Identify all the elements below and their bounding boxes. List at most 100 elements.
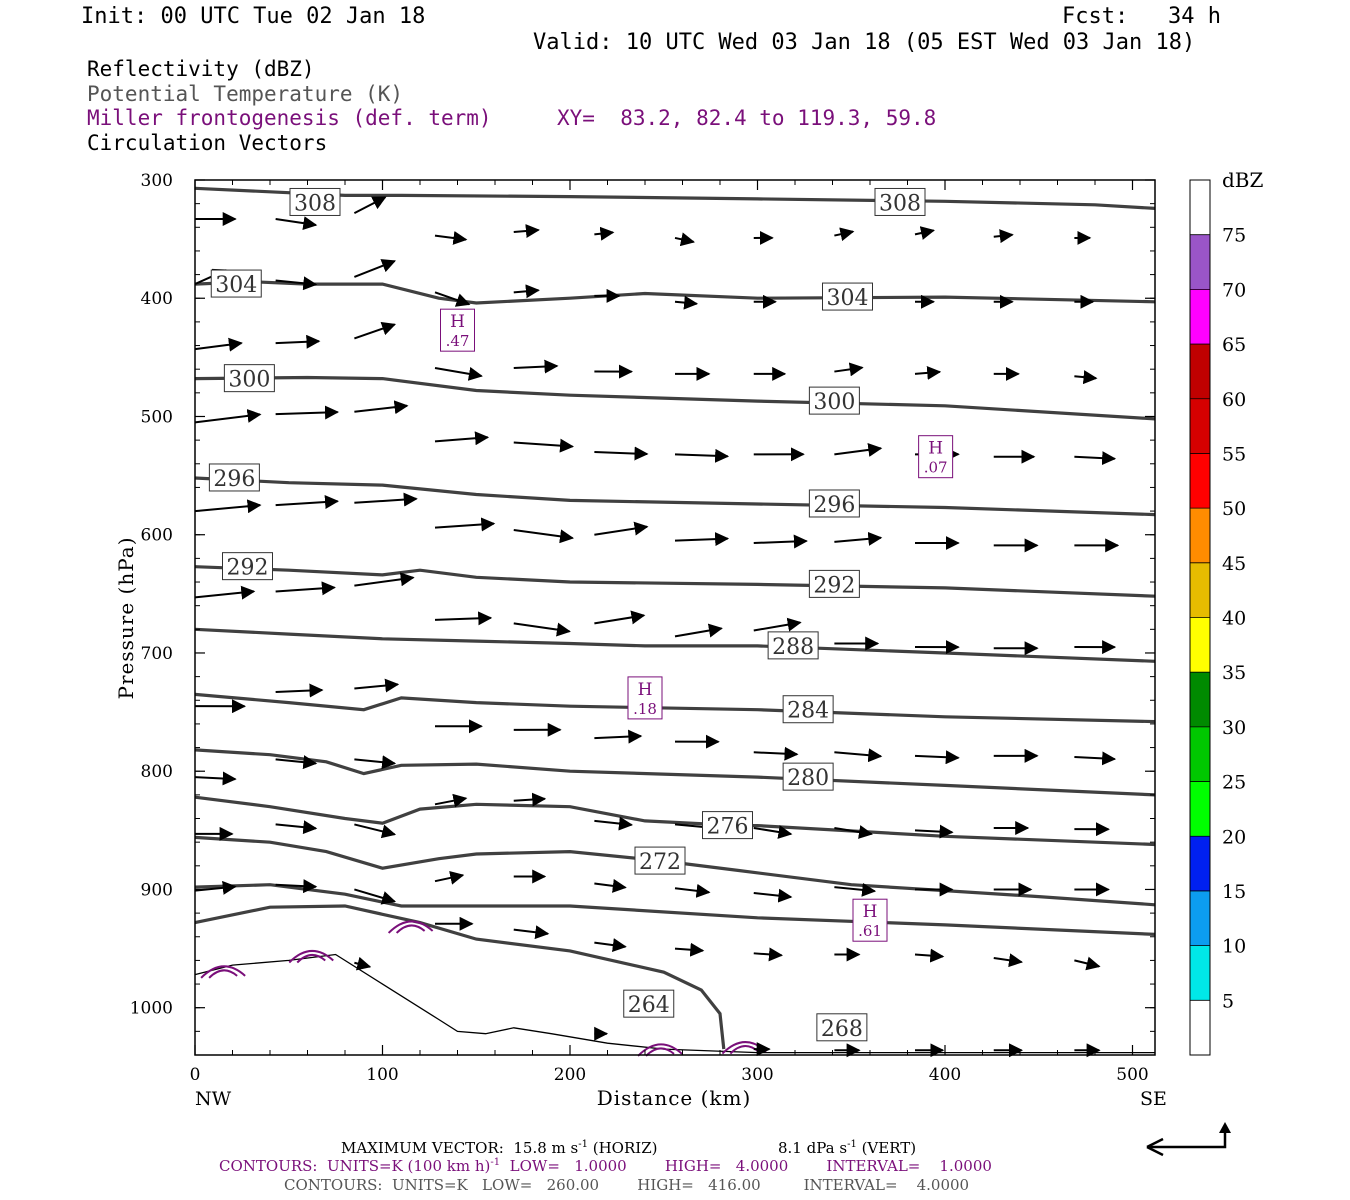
colorbar-segment <box>1190 289 1210 345</box>
circulation-vector <box>1074 370 1098 385</box>
frontogenesis-contour <box>296 953 326 964</box>
circulation-vector <box>513 359 559 374</box>
cross-section-endpoints: XY= 83.2, 82.4 to 119.3, 59.8 <box>557 106 937 130</box>
y-tick-label: 500 <box>141 407 173 427</box>
frontogenesis-max-value: .07 <box>924 459 948 477</box>
x-axis-title: Distance (km) <box>597 1086 752 1110</box>
theta-label-280: 280 <box>787 766 829 791</box>
y-tick-label: 300 <box>141 171 173 191</box>
circulation-vector <box>993 953 1023 968</box>
circulation-vector <box>434 431 490 446</box>
frontogenesis-max-label: H <box>450 312 465 332</box>
theta-label-box <box>208 463 260 492</box>
colorbar-segment <box>1190 398 1210 454</box>
colorbar-segment <box>1190 1000 1210 1055</box>
y-tick-label: 700 <box>141 644 173 664</box>
colorbar-label: 45 <box>1222 553 1246 575</box>
circulation-vector <box>354 572 415 587</box>
circulation-vector <box>275 755 318 770</box>
forecast-hour: Fcst: 34 h <box>1062 4 1221 29</box>
colorbar-segment <box>1190 672 1210 727</box>
circulation-vector <box>914 365 942 380</box>
circulation-vector <box>914 824 954 839</box>
circulation-vector <box>674 942 705 957</box>
theta-label-box <box>634 846 686 875</box>
frontogenesis-max-label: H <box>928 439 943 459</box>
theta-label-308: 308 <box>879 191 921 216</box>
y-tick-label: 400 <box>141 289 173 309</box>
circulation-vector <box>354 492 418 507</box>
max-vector-text: MAXIMUM VECTOR: 15.8 m s-1 (HORIZ) <box>341 1139 657 1157</box>
circulation-vector <box>753 534 808 549</box>
circulation-vector <box>513 529 574 544</box>
theta-contour-300 <box>194 375 1156 421</box>
frontogenesis-contour <box>208 969 238 979</box>
colorbar-label: 25 <box>1222 772 1246 794</box>
theta-label-264: 264 <box>628 993 670 1018</box>
colorbar-segment <box>1190 562 1210 618</box>
frontogenesis-contour <box>645 1047 675 1057</box>
colorbar-label: 50 <box>1222 498 1246 520</box>
circulation-vector <box>434 870 465 885</box>
init-time: Init: 00 UTC Tue 02 Jan 18 <box>81 4 426 29</box>
contours-frontogenesis: CONTOURS: UNITS=K (100 km h)-1 LOW= 1.00… <box>219 1157 992 1175</box>
circulation-vector <box>674 623 723 638</box>
circulation-vector <box>753 825 793 839</box>
x-tick-label: 200 <box>554 1065 586 1085</box>
circulation-vector <box>354 678 400 693</box>
circulation-vector <box>354 956 372 971</box>
circulation-vector <box>834 227 855 242</box>
circulation-vector <box>434 231 468 245</box>
circulation-vector <box>513 925 550 940</box>
theta-label-box <box>808 489 860 518</box>
theta-contour-280 <box>194 748 1156 797</box>
colorbar-segment <box>1190 508 1210 563</box>
theta-label-300: 300 <box>813 390 855 415</box>
circulation-vector <box>674 532 730 547</box>
circulation-vector <box>914 750 960 765</box>
y-tick-label: 600 <box>141 526 173 546</box>
colorbar-label: 15 <box>1222 881 1246 903</box>
frontogenesis-contour <box>395 924 426 934</box>
circulation-vector <box>674 295 699 310</box>
theta-label-box <box>702 811 753 840</box>
x-right-end-label: SE <box>1140 1088 1167 1110</box>
circulation-vector <box>275 276 318 291</box>
circulation-vector <box>594 729 643 744</box>
frontogenesis-max-value: .61 <box>858 922 882 940</box>
colorbar-segment <box>1190 945 1210 1001</box>
circulation-vector <box>594 521 649 536</box>
colorbar-label: 30 <box>1222 717 1246 739</box>
circulation-vector <box>914 948 945 963</box>
colorbar-label: 20 <box>1222 826 1246 848</box>
field-potential-temperature: Potential Temperature (K) <box>87 82 404 106</box>
max-vector-horiz-prefix: MAXIMUM VECTOR: 15.8 m s <box>341 1139 579 1157</box>
circulation-vector <box>594 610 646 625</box>
circulation-vector <box>753 888 793 903</box>
circulation-vector <box>434 793 468 808</box>
circulation-vector <box>834 531 883 546</box>
colorbar-segment <box>1190 234 1210 290</box>
x-tick-label: 500 <box>1116 1065 1148 1085</box>
frontogenesis-max-box <box>918 435 954 479</box>
theta-contour-288 <box>194 627 1156 663</box>
circulation-vector <box>834 825 873 839</box>
y-tick-label: 800 <box>141 762 173 782</box>
terrain-line <box>194 953 1155 1054</box>
theta-label-box <box>223 364 275 393</box>
theta-label-276: 276 <box>707 815 749 840</box>
circulation-vector <box>354 755 397 770</box>
contours1-prefix: CONTOURS: UNITS=K (100 km h) <box>219 1157 491 1175</box>
theta-label-box <box>808 386 860 415</box>
plot-frame <box>194 179 1156 1056</box>
valid-time: Valid: 10 UTC Wed 03 Jan 18 (05 EST Wed … <box>533 30 1196 55</box>
theta-contour-284 <box>194 692 1156 724</box>
contours1-rest: LOW= 1.0000 HIGH= 4.0000 INTERVAL= 1.000… <box>500 1157 992 1175</box>
circulation-vector <box>594 878 627 893</box>
colorbar-label: 55 <box>1222 443 1246 465</box>
frontogenesis-contour <box>387 920 434 934</box>
colorbar-segment <box>1190 726 1210 782</box>
y-tick-label: 900 <box>141 880 173 900</box>
circulation-vector <box>594 938 627 953</box>
x-tick-label: 400 <box>929 1065 961 1085</box>
